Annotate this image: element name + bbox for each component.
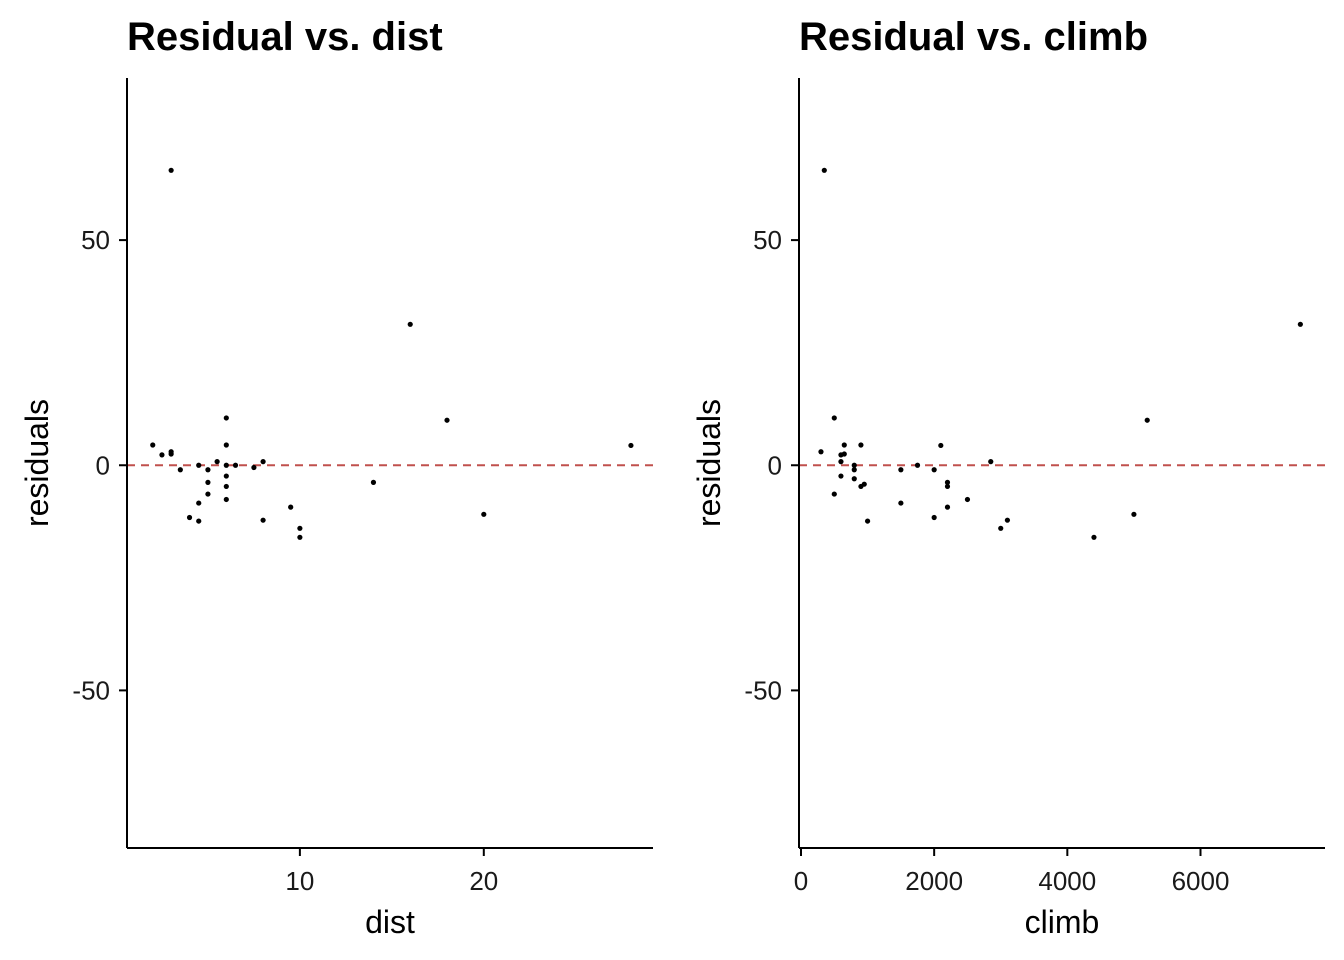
data-point (168, 451, 174, 457)
data-point (168, 167, 174, 173)
data-point (251, 464, 257, 471)
data-point (841, 442, 847, 448)
data-point (223, 496, 229, 503)
y-tick-label: 50 (81, 225, 110, 255)
data-point (1131, 511, 1137, 517)
data-point (818, 449, 824, 455)
data-point (988, 459, 994, 465)
data-point (205, 479, 211, 485)
data-point (821, 167, 827, 173)
x-axis-label: dist (365, 904, 415, 940)
y-axis-label: residuals (19, 399, 55, 527)
data-point (938, 442, 944, 449)
data-point (998, 525, 1004, 531)
data-point (1297, 321, 1303, 327)
data-point (931, 467, 937, 473)
data-point (297, 525, 303, 531)
data-point (851, 476, 857, 482)
data-point (177, 467, 183, 473)
data-point (214, 459, 220, 465)
y-tick-label: 0 (96, 450, 110, 480)
data-point (232, 462, 239, 468)
data-point (914, 462, 921, 468)
data-point (196, 518, 202, 524)
data-point (223, 473, 229, 479)
x-axis-label: climb (1025, 904, 1100, 940)
data-point (931, 514, 937, 521)
x-tick-label: 0 (794, 866, 808, 896)
data-point (370, 479, 377, 485)
data-point (260, 517, 266, 523)
data-point (223, 462, 229, 468)
data-point (1144, 417, 1150, 423)
data-point (223, 442, 229, 448)
data-point (223, 483, 229, 490)
data-point (864, 518, 871, 524)
data-point (898, 467, 904, 473)
y-tick-label: 0 (768, 450, 782, 480)
data-point (1004, 517, 1011, 523)
scatter-chart-dist: Residual vs. dist -50 0 50 10 20 dist residuals (19, 15, 653, 940)
scatter-panel-climb: Residual vs. climb -50 0 50 0 2000 4000 6000 cli… (672, 0, 1344, 960)
data-point (851, 462, 857, 468)
data-point (838, 459, 844, 465)
chart-title: Residual vs. dist (127, 15, 443, 59)
data-point (196, 462, 202, 468)
data-point (288, 504, 294, 510)
y-tick-label: -50 (72, 675, 110, 705)
data-point (223, 415, 229, 421)
y-tick-label: -50 (744, 675, 782, 705)
data-point (297, 534, 303, 540)
y-axis-label: residuals (691, 399, 727, 527)
data-point (898, 500, 904, 506)
data-point (205, 491, 211, 497)
data-point (944, 504, 951, 510)
data-point (159, 452, 165, 458)
data-point (444, 417, 450, 423)
chart-title: Residual vs. climb (799, 15, 1148, 59)
data-point (838, 473, 844, 479)
data-point (831, 415, 837, 421)
x-tick-label: 2000 (905, 866, 963, 896)
data-point (851, 467, 857, 473)
data-point (944, 483, 951, 490)
x-tick-label: 10 (285, 866, 314, 896)
data-point (628, 442, 634, 449)
data-point (196, 500, 202, 506)
data-point (205, 467, 211, 473)
data-point (831, 491, 837, 497)
scatter-panel-dist: Residual vs. dist -50 0 50 10 20 dist residuals (19, 15, 653, 940)
data-point (150, 442, 156, 448)
data-point (944, 479, 951, 485)
data-point (861, 481, 867, 487)
data-point (964, 496, 971, 503)
data-point (260, 459, 266, 465)
x-tick-label: 20 (469, 866, 498, 896)
data-point (186, 514, 193, 521)
data-point (858, 442, 864, 448)
data-point (481, 511, 487, 517)
x-tick-label: 4000 (1038, 866, 1096, 896)
data-point (841, 451, 847, 457)
scatter-chart-climb: Residual vs. climb -50 0 50 0 2000 4000 6000 cli… (691, 15, 1325, 940)
data-point (407, 321, 413, 327)
y-tick-label: 50 (753, 225, 782, 255)
x-tick-label: 6000 (1172, 866, 1230, 896)
data-point (1091, 534, 1097, 540)
